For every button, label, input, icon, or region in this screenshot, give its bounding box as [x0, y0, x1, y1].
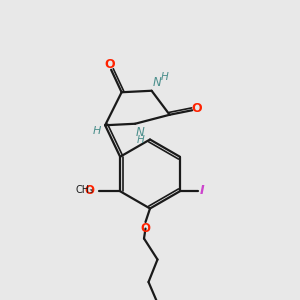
Text: I: I	[200, 184, 205, 197]
Text: H: H	[136, 135, 144, 145]
Text: O: O	[85, 184, 94, 197]
Text: H: H	[92, 126, 101, 136]
Text: N: N	[136, 126, 145, 139]
Text: CH₃: CH₃	[76, 185, 94, 195]
Text: O: O	[140, 221, 151, 235]
Text: O: O	[104, 58, 115, 71]
Text: N: N	[153, 76, 161, 89]
Text: O: O	[191, 102, 202, 115]
Text: H: H	[160, 72, 168, 82]
